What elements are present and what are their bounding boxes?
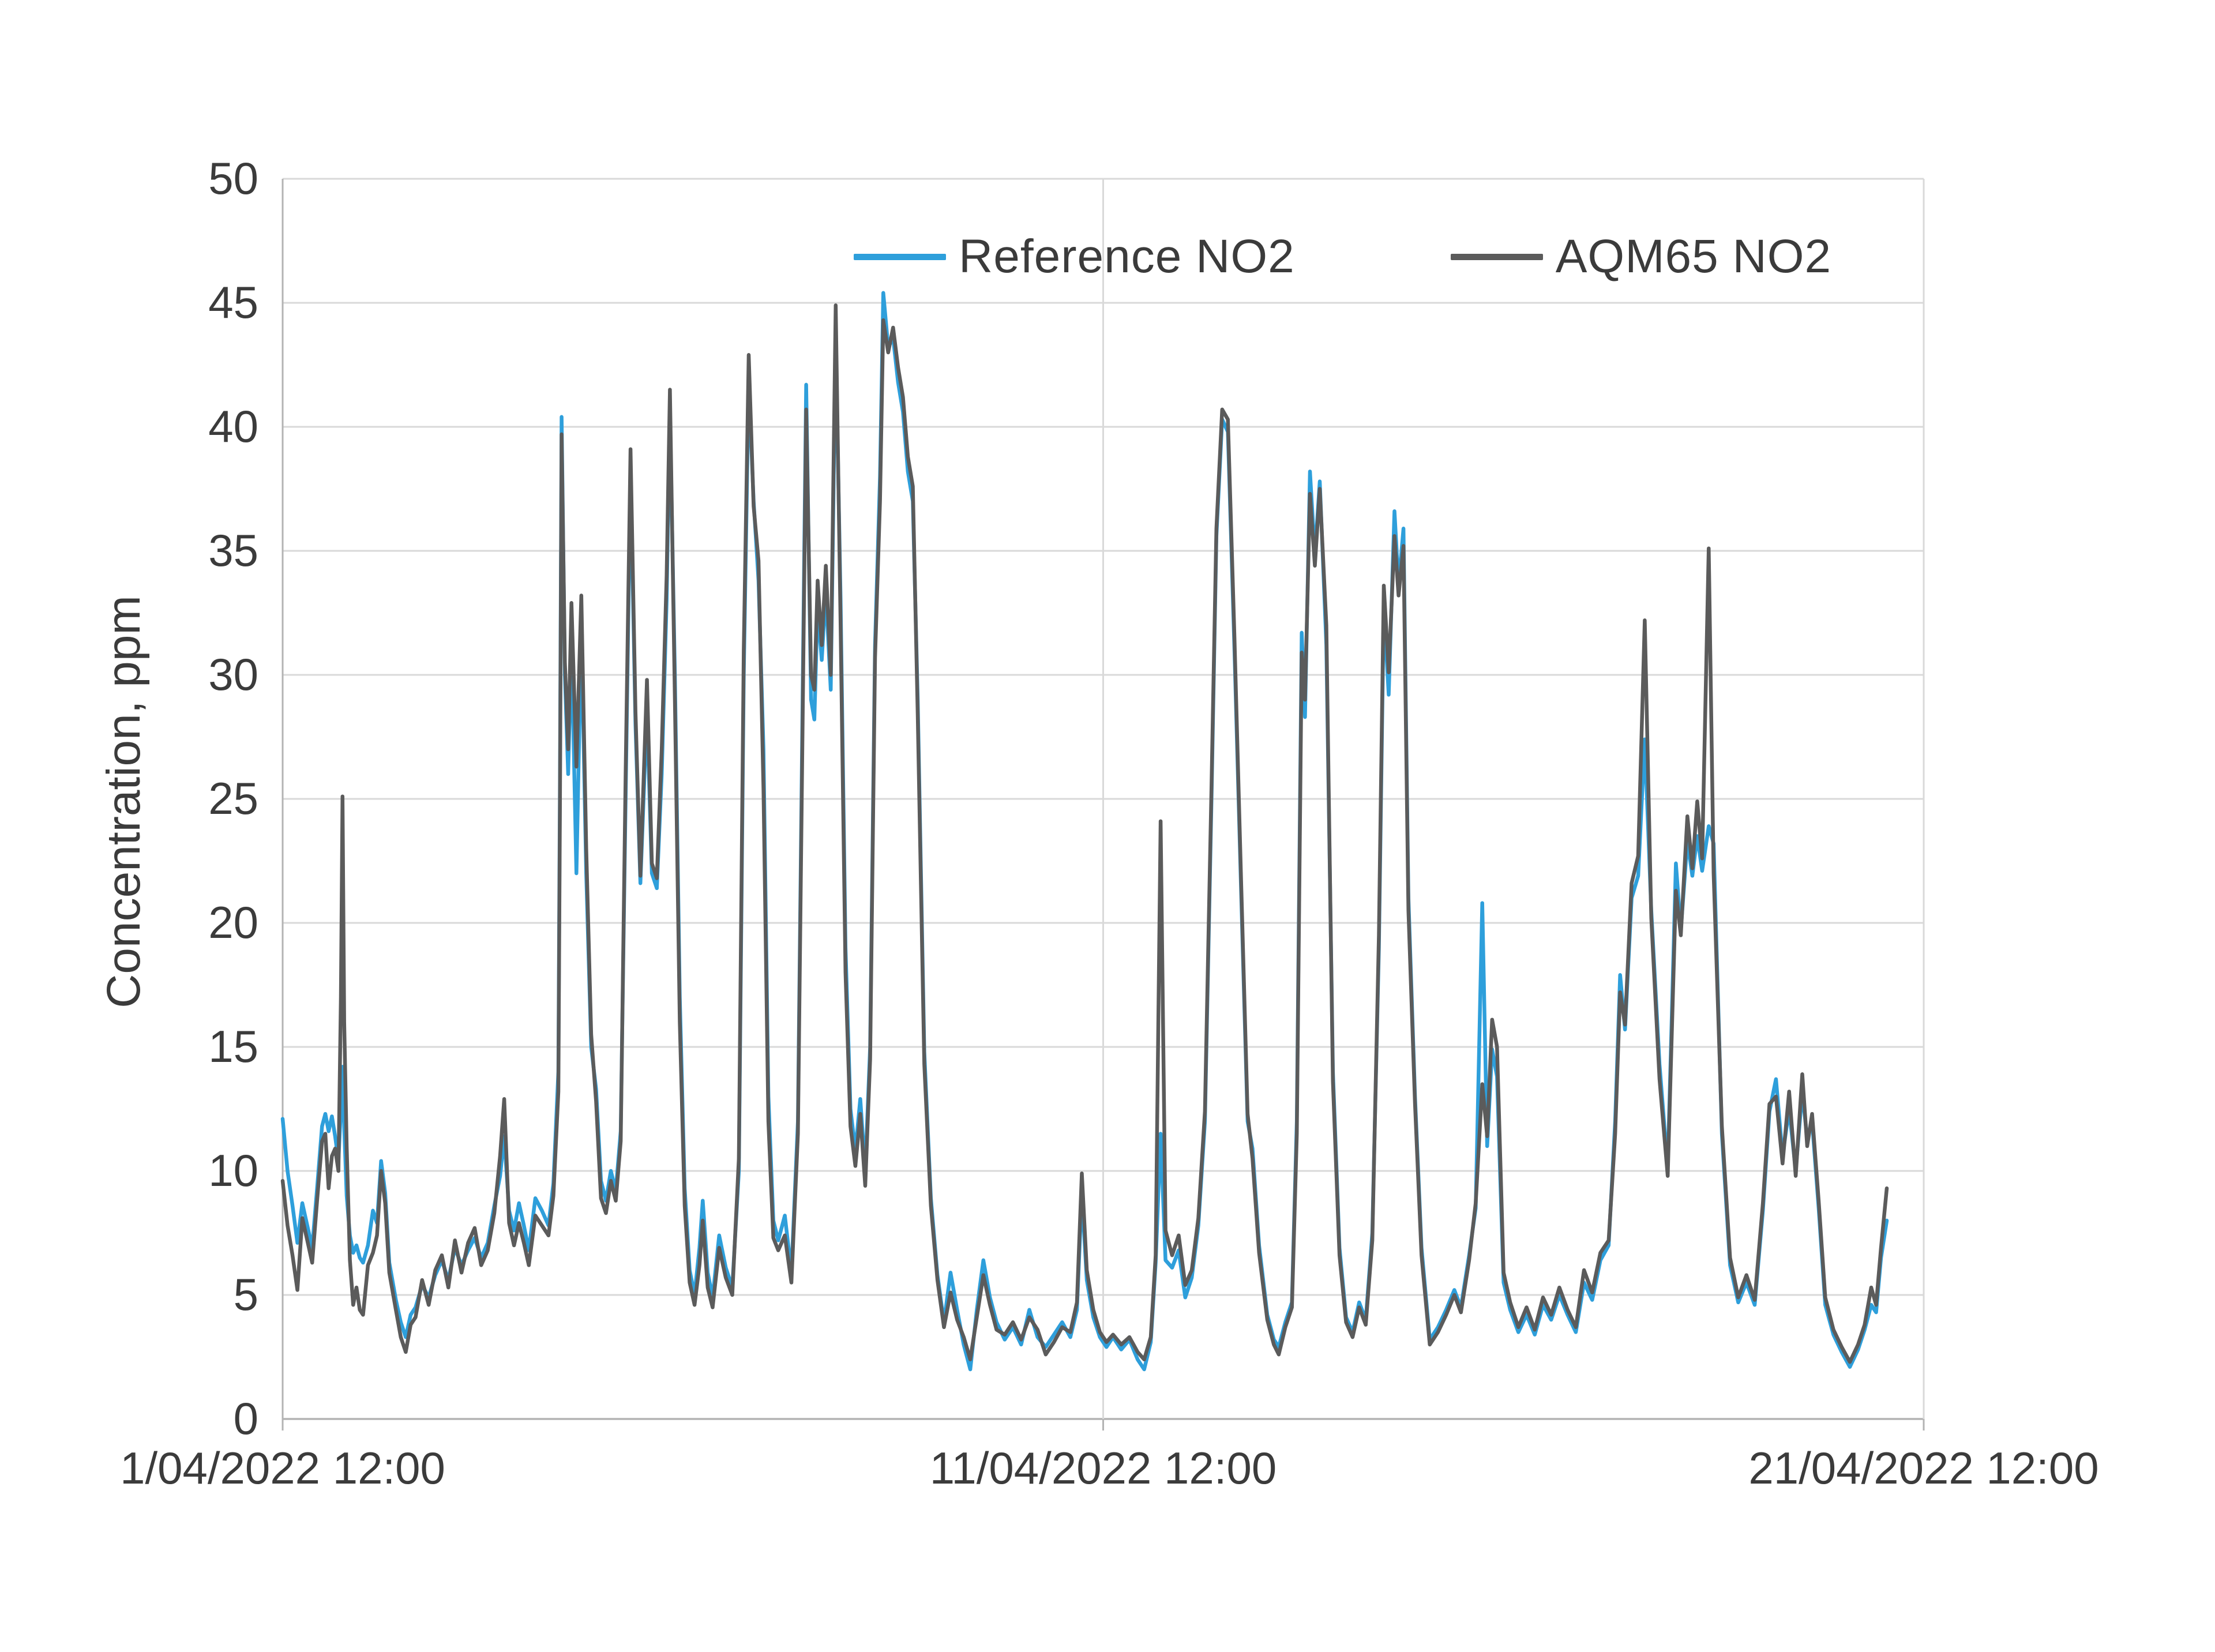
- chart-legend: Reference NO2 AQM65 NO2: [854, 230, 1831, 284]
- y-tick-label: 25: [208, 773, 258, 824]
- y-tick-label: 10: [208, 1145, 258, 1196]
- x-tick-label: 1/04/2022 12:00: [120, 1443, 445, 1493]
- legend-item-aqm65-no2: AQM65 NO2: [1450, 230, 1832, 284]
- legend-item-reference-no2: Reference NO2: [854, 230, 1295, 284]
- y-tick-label: 30: [208, 649, 258, 700]
- y-tick-label: 45: [208, 277, 258, 328]
- y-tick-label: 15: [208, 1021, 258, 1072]
- y-axis-title: Concentration, ppm: [97, 595, 150, 1008]
- aqm65-no2-line-swatch: [1450, 253, 1543, 260]
- series-line-aqm65-no2: [280, 303, 1889, 1364]
- y-tick-label: 40: [208, 401, 258, 452]
- reference-no2-line-swatch: [854, 253, 946, 260]
- y-tick-label: 5: [234, 1269, 258, 1320]
- series-line-reference-no2: [280, 291, 1889, 1372]
- y-tick-label: 0: [234, 1393, 258, 1444]
- x-tick-label: 11/04/2022 12:00: [930, 1443, 1277, 1493]
- y-tick-label: 35: [208, 525, 258, 576]
- y-tick-label: 50: [208, 153, 258, 204]
- y-tick-label: 20: [208, 897, 258, 948]
- legend-label-aqm65-no2: AQM65 NO2: [1555, 230, 1832, 283]
- legend-label-reference-no2: Reference NO2: [959, 230, 1295, 283]
- x-tick-label: 21/04/2022 12:00: [1748, 1443, 2098, 1493]
